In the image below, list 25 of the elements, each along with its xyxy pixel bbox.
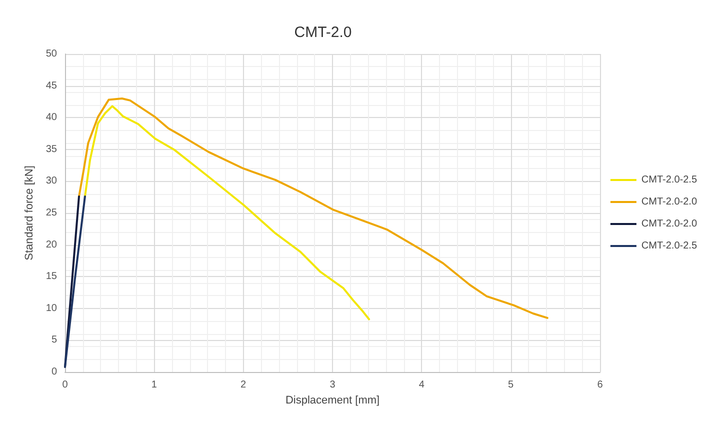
legend-label: CMT-2.0-2.0 (641, 196, 698, 208)
y-axis-title: Standard force [kN] (23, 166, 36, 260)
x-tick-label: 3 (330, 380, 336, 390)
x-tick-label: 0 (62, 380, 68, 390)
y-tick-label: 0 (51, 366, 58, 378)
y-tick-label: 15 (46, 271, 58, 282)
x-tick-label: 4 (418, 380, 425, 390)
x-tick-label: 2 (240, 380, 247, 390)
x-tick-label: 6 (597, 380, 604, 390)
chart-title: CMT-2.0 (294, 24, 352, 41)
x-axis-title: Displacement [mm] (285, 394, 380, 406)
legend-label: CMT-2.0-2.5 (641, 240, 698, 252)
y-tick-label: 50 (46, 48, 58, 60)
y-tick-label: 35 (46, 144, 58, 155)
legend-label: CMT-2.0-2.5 (641, 174, 698, 186)
y-tick-label: 5 (51, 334, 58, 346)
y-tick-label: 10 (46, 302, 58, 314)
legend-label: CMT-2.0-2.0 (641, 218, 698, 230)
y-tick-label: 40 (46, 112, 58, 124)
y-tick-label: 20 (46, 239, 58, 250)
y-tick-label: 45 (46, 80, 58, 92)
x-tick-label: 1 (151, 380, 158, 390)
x-tick-label: 5 (508, 380, 514, 390)
y-tick-label: 25 (46, 208, 58, 218)
y-tick-label: 30 (46, 176, 58, 187)
